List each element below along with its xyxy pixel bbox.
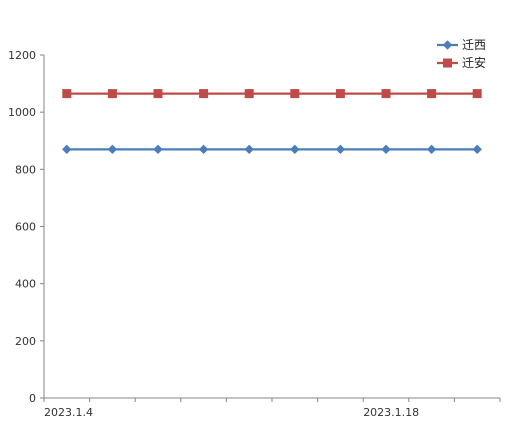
legend-marker [443,58,452,68]
y-tick-label: 0 [29,392,36,405]
y-tick-label: 1000 [8,106,36,119]
y-tick-label: 600 [15,221,36,234]
tick-labels: 0 200 400 600 800 1000 1200 2023.1.4 2023.1.18 [8,49,419,419]
data-point [290,89,300,99]
data-point [472,89,482,99]
data-point [107,144,118,155]
x-tick-label: 2023.1.4 [44,406,93,419]
legend-marker [442,40,453,50]
data-point [153,144,163,155]
data-point [335,89,345,99]
data-point [427,89,437,99]
data-point [335,144,346,155]
y-tick-label: 800 [15,163,36,176]
data-point [244,144,254,155]
legend-label: 迁安 [462,55,486,70]
data-point [62,89,72,99]
series-2 [62,89,482,99]
data-point [244,89,254,99]
legend-item: 迁西 [437,38,486,52]
data-point [381,89,391,99]
data-point [153,89,163,99]
legend-label: 迁西 [462,38,486,52]
y-tick-label: 200 [15,335,36,348]
data-point [472,144,482,155]
y-tick-label: 1200 [8,49,36,62]
data-point [199,89,209,99]
axes [40,54,501,402]
legend-item: 迁安 [437,55,486,70]
y-tick-label: 400 [15,278,36,291]
x-tick-label: 2023.1.18 [363,406,419,419]
data-point [107,89,117,99]
data-point [198,144,209,155]
data-point [290,144,300,155]
series-1 [62,144,482,155]
data-point [62,144,72,155]
data-point [426,144,437,155]
data-point [381,144,391,155]
series-layer [62,89,482,155]
